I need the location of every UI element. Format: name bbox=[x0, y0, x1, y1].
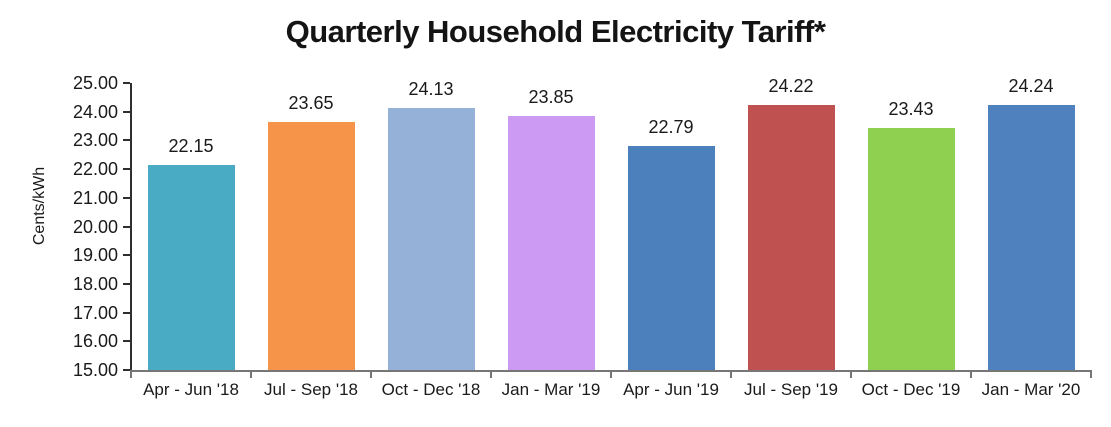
x-tick-label: Apr - Jun '18 bbox=[143, 380, 239, 399]
bar bbox=[387, 107, 475, 370]
y-tick-label: 18.00 bbox=[72, 273, 118, 294]
y-tick-label: 25.00 bbox=[72, 73, 118, 93]
y-tick-mark bbox=[123, 369, 130, 371]
y-tick-mark bbox=[123, 311, 130, 314]
y-tick-label: 20.00 bbox=[72, 216, 118, 237]
bar-value-label: 23.43 bbox=[888, 99, 934, 120]
y-tick-mark bbox=[123, 225, 130, 228]
bar bbox=[987, 104, 1075, 370]
y-tick-label: 19.00 bbox=[72, 245, 118, 266]
x-tick-label: Jan - Mar '19 bbox=[501, 380, 601, 399]
x-tick-mark bbox=[250, 372, 252, 378]
x-tick-label: Oct - Dec '19 bbox=[861, 380, 961, 399]
x-tick-mark bbox=[850, 372, 852, 378]
y-tick-mark bbox=[123, 340, 130, 343]
bar-value-label: 24.24 bbox=[1008, 75, 1054, 96]
y-tick-mark bbox=[123, 254, 130, 257]
x-tick-label: Jan - Mar '20 bbox=[981, 380, 1081, 399]
y-tick-label: 22.00 bbox=[72, 159, 118, 180]
y-tick-label: 24.00 bbox=[72, 101, 118, 122]
y-tick-label: 17.00 bbox=[72, 302, 118, 323]
y-tick-mark bbox=[123, 196, 130, 199]
x-tick-mark bbox=[130, 372, 132, 378]
x-tick-label: Jul - Sep '18 bbox=[264, 380, 358, 399]
x-tick-label: Jul - Sep '19 bbox=[744, 380, 838, 399]
x-tick-mark bbox=[490, 372, 492, 378]
y-axis-line bbox=[130, 83, 132, 372]
bar bbox=[267, 121, 355, 370]
bar-value-label: 23.65 bbox=[288, 92, 334, 113]
x-tick-mark bbox=[370, 372, 372, 378]
y-tick-label: 21.00 bbox=[72, 187, 118, 208]
chart-title: Quarterly Household Electricity Tariff* bbox=[285, 14, 826, 49]
x-axis-line bbox=[130, 370, 1092, 372]
bar bbox=[867, 128, 955, 370]
bar-value-label: 22.79 bbox=[648, 117, 694, 138]
x-tick-mark bbox=[970, 372, 972, 378]
x-tick-label: Oct - Dec '18 bbox=[381, 380, 481, 399]
y-tick-mark bbox=[123, 110, 130, 113]
y-tick-label: 23.00 bbox=[72, 130, 118, 151]
bar-value-label: 23.85 bbox=[528, 87, 574, 107]
bar bbox=[747, 105, 835, 370]
bar bbox=[627, 146, 715, 370]
y-tick-mark bbox=[123, 139, 130, 142]
bar-value-label: 22.15 bbox=[168, 135, 214, 156]
bar-value-label: 24.13 bbox=[408, 78, 454, 99]
bar bbox=[147, 164, 235, 370]
y-tick-mark bbox=[123, 282, 130, 285]
x-tick-mark bbox=[1090, 372, 1092, 378]
x-tick-label: Apr - Jun '19 bbox=[623, 380, 719, 399]
y-tick-label: 15.00 bbox=[72, 360, 118, 380]
y-tick-mark bbox=[123, 82, 130, 84]
y-tick-label: 16.00 bbox=[72, 331, 118, 352]
x-tick-mark bbox=[610, 372, 612, 378]
x-tick-mark bbox=[730, 372, 732, 378]
bar-value-label: 24.22 bbox=[768, 76, 814, 97]
bar bbox=[507, 116, 595, 370]
y-tick-mark bbox=[123, 168, 130, 171]
